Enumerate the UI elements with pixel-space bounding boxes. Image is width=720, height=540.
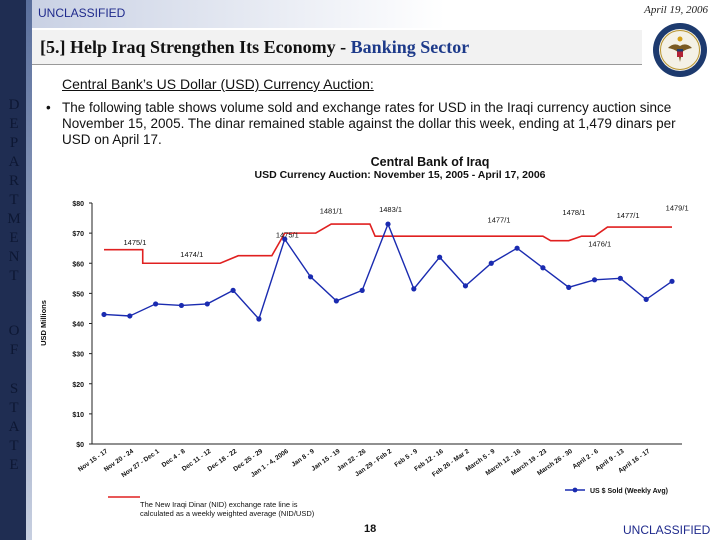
rate-annotation: 1477/1	[617, 211, 640, 220]
data-point-usd-sold	[462, 283, 469, 289]
sidebar-letter: E	[9, 457, 19, 473]
data-point-usd-sold	[566, 284, 572, 290]
title-prefix: [5.] Help Iraq Strengthen Its Economy -	[40, 37, 351, 57]
y-tick-label: $0	[76, 442, 84, 449]
exchange-rate-note: The New Iraqi Dinar (NID) exchange rate …	[140, 500, 315, 518]
sidebar-letter: E	[9, 230, 19, 246]
y-tick-label: $30	[72, 352, 84, 359]
data-point-usd-sold	[256, 316, 262, 322]
data-point-usd-sold	[514, 245, 520, 251]
rate-annotation: 1481/1	[320, 207, 343, 216]
rate-annotation: 1477/1	[488, 216, 511, 225]
sidebar-letter: T	[9, 438, 19, 454]
slide-title: [5.] Help Iraq Strengthen Its Economy - …	[40, 37, 469, 58]
sidebar-letter: T	[9, 400, 19, 416]
legend-label-usd-sold: US $ Sold (Weekly Avg)	[590, 488, 668, 495]
title-accent: Banking Sector	[350, 37, 470, 57]
data-point-usd-sold	[411, 286, 417, 292]
sidebar-letter: A	[8, 419, 20, 435]
data-point-usd-sold	[127, 313, 133, 319]
data-point-usd-sold	[204, 301, 210, 307]
data-point-usd-sold	[669, 278, 675, 284]
rate-annotation: 1479/1	[666, 204, 689, 213]
sidebar-letter: N	[8, 249, 20, 265]
sidebar-letter: A	[8, 154, 20, 170]
sidebar-letter: M	[7, 211, 21, 227]
data-point-usd-sold	[540, 265, 546, 271]
rate-annotation: 1475/1	[124, 238, 147, 247]
slide-date: April 19, 2006	[644, 4, 708, 16]
legend-marker-usd-sold	[572, 487, 578, 493]
data-point-usd-sold	[282, 236, 288, 242]
data-point-usd-sold	[359, 287, 365, 293]
chart-subtitle: USD Currency Auction: November 15, 2005 …	[254, 169, 546, 181]
data-point-usd-sold	[307, 274, 314, 280]
sidebar-letter: T	[9, 268, 19, 284]
y-tick-label: $10	[72, 412, 84, 419]
sidebar-letter: O	[8, 323, 20, 339]
title-bar	[32, 30, 642, 65]
sidebar-letter: D	[8, 97, 20, 113]
data-point-usd-sold	[101, 311, 107, 318]
rate-annotation: 1483/1	[379, 205, 402, 214]
state-department-seal-icon	[653, 23, 707, 77]
rate-annotation: 1476/1	[588, 240, 611, 249]
data-point-usd-sold	[153, 301, 159, 307]
vertical-word-of: O F	[4, 322, 24, 360]
sidebar-letter: T	[9, 192, 19, 208]
rate-annotation: 1474/1	[180, 250, 203, 259]
y-tick-label: $80	[72, 201, 84, 208]
y-tick-label: $50	[72, 291, 84, 298]
sidebar-letter: F	[9, 342, 19, 358]
y-tick-label: $20	[72, 382, 84, 389]
data-point-usd-sold	[178, 302, 185, 309]
vertical-word-department: D E P A R T M E N T	[4, 96, 24, 286]
data-point-usd-sold	[488, 260, 494, 266]
sidebar-accent	[26, 0, 32, 540]
bullet-point: • The following table shows volume sold …	[46, 100, 706, 148]
y-tick-label: $60	[72, 261, 84, 268]
y-tick-label: $40	[72, 322, 84, 329]
data-point-usd-sold	[230, 287, 236, 293]
section-subtitle: Central Bank’s US Dollar (USD) Currency …	[62, 76, 374, 92]
y-tick-label: $70	[72, 231, 84, 238]
sidebar-letter: P	[9, 135, 19, 151]
top-band	[32, 0, 720, 28]
sidebar-letter: R	[8, 173, 19, 189]
data-point-usd-sold	[385, 221, 391, 227]
sidebar-letter: S	[9, 381, 19, 397]
sidebar-band	[0, 0, 26, 540]
y-axis-label: USD Millions	[39, 300, 48, 346]
classification-bottom: UNCLASSIFIED	[623, 523, 711, 537]
series-line-exchange-rate	[104, 223, 672, 265]
vertical-word-state: S T A T E	[4, 380, 24, 475]
rate-annotation: 1478/1	[562, 208, 585, 217]
page-number: 18	[364, 523, 377, 535]
data-point-usd-sold	[643, 296, 649, 302]
rate-annotation: 1475/1	[276, 231, 299, 240]
data-point-usd-sold	[333, 298, 339, 304]
data-point-usd-sold	[437, 254, 443, 260]
bullet-icon: •	[46, 100, 51, 115]
series-line-usd-sold	[103, 222, 673, 321]
bullet-text: The following table shows volume sold an…	[62, 100, 676, 147]
classification-top: UNCLASSIFIED	[38, 6, 126, 20]
sidebar-letter: E	[9, 116, 19, 132]
data-point-usd-sold	[591, 277, 598, 283]
chart-title: Central Bank of Iraq	[370, 155, 490, 169]
data-point-usd-sold	[617, 275, 623, 281]
